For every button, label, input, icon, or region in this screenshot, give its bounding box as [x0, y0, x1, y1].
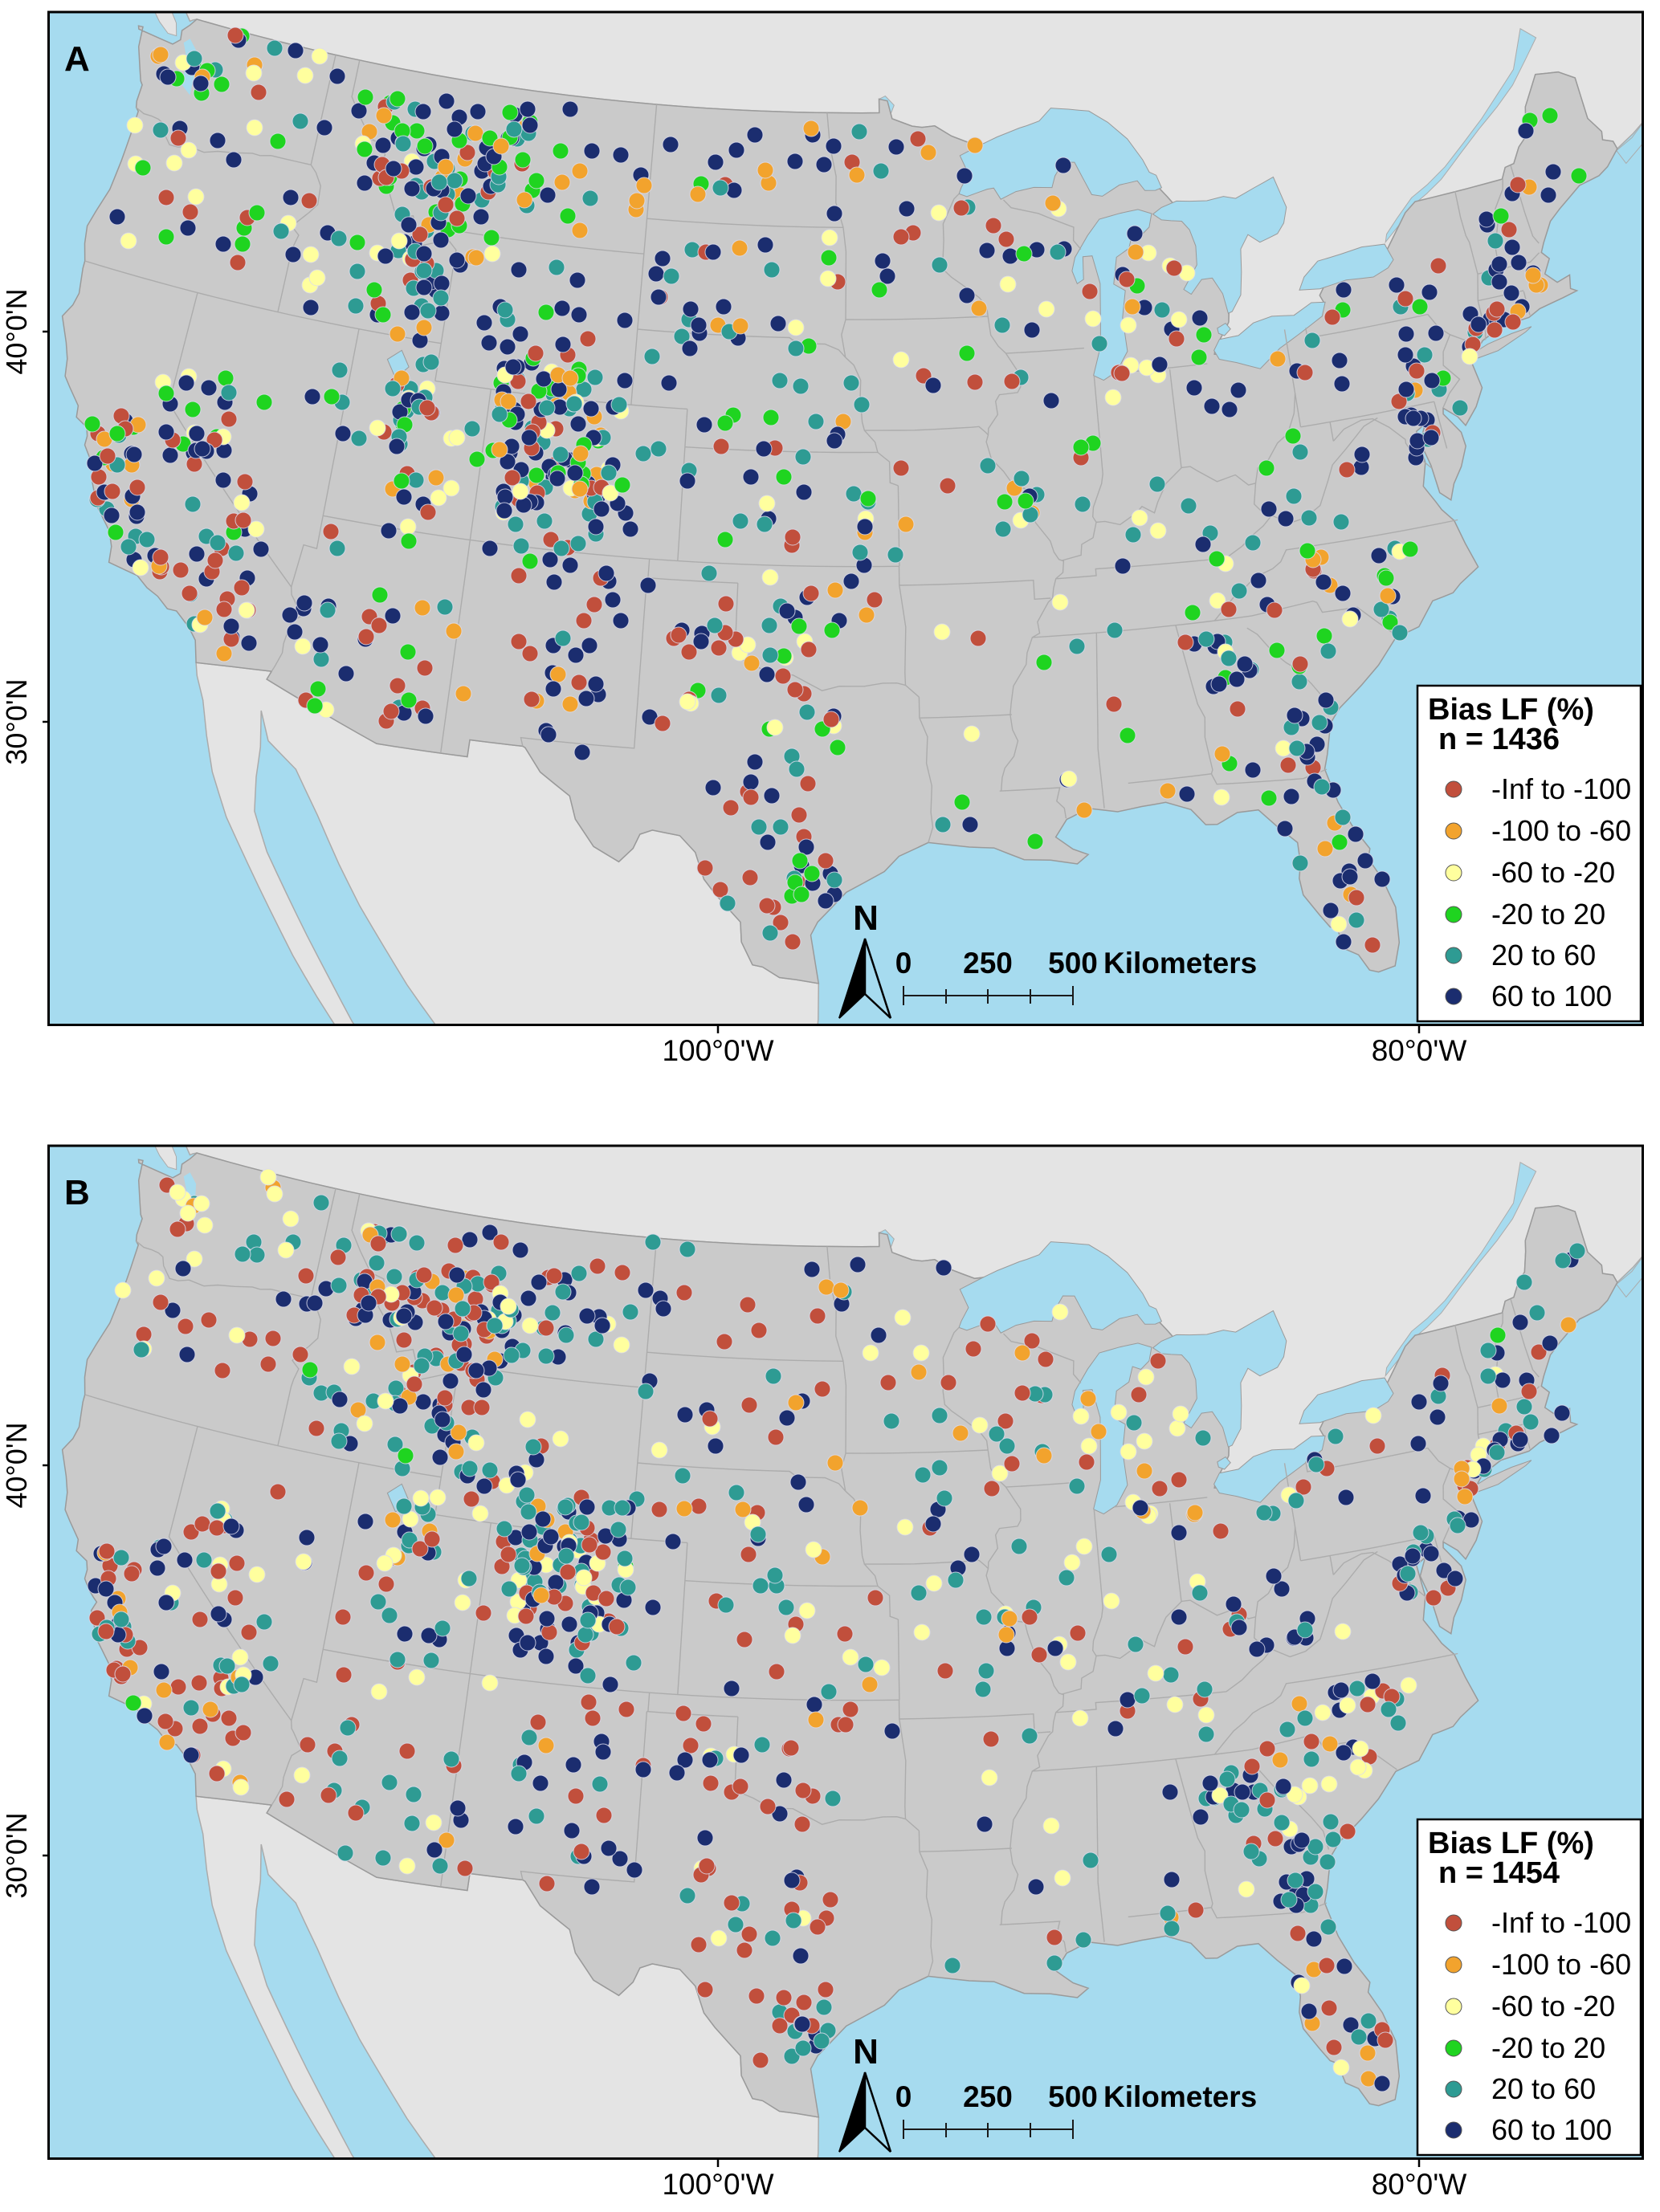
- svg-text:n = 1454: n = 1454: [1438, 1856, 1560, 1890]
- svg-text:A: A: [64, 39, 90, 79]
- svg-text:-Inf to -100: -Inf to -100: [1491, 1906, 1631, 1939]
- svg-text:Kilometers: Kilometers: [1103, 947, 1257, 980]
- svg-text:-20 to 20: -20 to 20: [1491, 2031, 1605, 2064]
- svg-text:60 to 100: 60 to 100: [1491, 2113, 1612, 2146]
- svg-text:-60 to -20: -60 to -20: [1491, 1990, 1615, 2023]
- svg-text:40°0'N: 40°0'N: [0, 1422, 33, 1508]
- svg-text:-100 to -60: -100 to -60: [1491, 814, 1631, 847]
- svg-text:-100 to -60: -100 to -60: [1491, 1948, 1631, 1981]
- svg-text:n = 1436: n = 1436: [1438, 723, 1560, 756]
- svg-text:250: 250: [963, 2080, 1013, 2113]
- svg-text:80°0'W: 80°0'W: [1372, 2168, 1467, 2201]
- svg-text:30°0'N: 30°0'N: [0, 678, 33, 764]
- svg-text:30°0'N: 30°0'N: [0, 1812, 33, 1898]
- svg-text:-20 to 20: -20 to 20: [1491, 898, 1605, 931]
- svg-text:20 to 60: 20 to 60: [1491, 939, 1596, 972]
- svg-text:100°0'W: 100°0'W: [662, 2168, 773, 2201]
- svg-text:500: 500: [1048, 947, 1098, 980]
- svg-text:-60 to -20: -60 to -20: [1491, 856, 1615, 889]
- svg-text:100°0'W: 100°0'W: [662, 1034, 773, 1067]
- svg-text:Bias LF (%): Bias LF (%): [1428, 693, 1594, 727]
- svg-text:-Inf to -100: -Inf to -100: [1491, 772, 1631, 805]
- svg-text:B: B: [64, 1173, 90, 1212]
- svg-text:500: 500: [1048, 2080, 1098, 2113]
- svg-text:0: 0: [895, 2080, 912, 2113]
- svg-text:60 to 100: 60 to 100: [1491, 980, 1612, 1012]
- svg-text:Bias LF (%): Bias LF (%): [1428, 1827, 1594, 1860]
- svg-text:0: 0: [895, 947, 912, 980]
- svg-text:Kilometers: Kilometers: [1103, 2080, 1257, 2113]
- svg-text:40°0'N: 40°0'N: [0, 288, 33, 374]
- svg-text:N: N: [853, 898, 879, 938]
- svg-text:20 to 60: 20 to 60: [1491, 2072, 1596, 2105]
- svg-text:N: N: [853, 2032, 879, 2071]
- svg-text:250: 250: [963, 947, 1013, 980]
- svg-text:80°0'W: 80°0'W: [1372, 1034, 1467, 1067]
